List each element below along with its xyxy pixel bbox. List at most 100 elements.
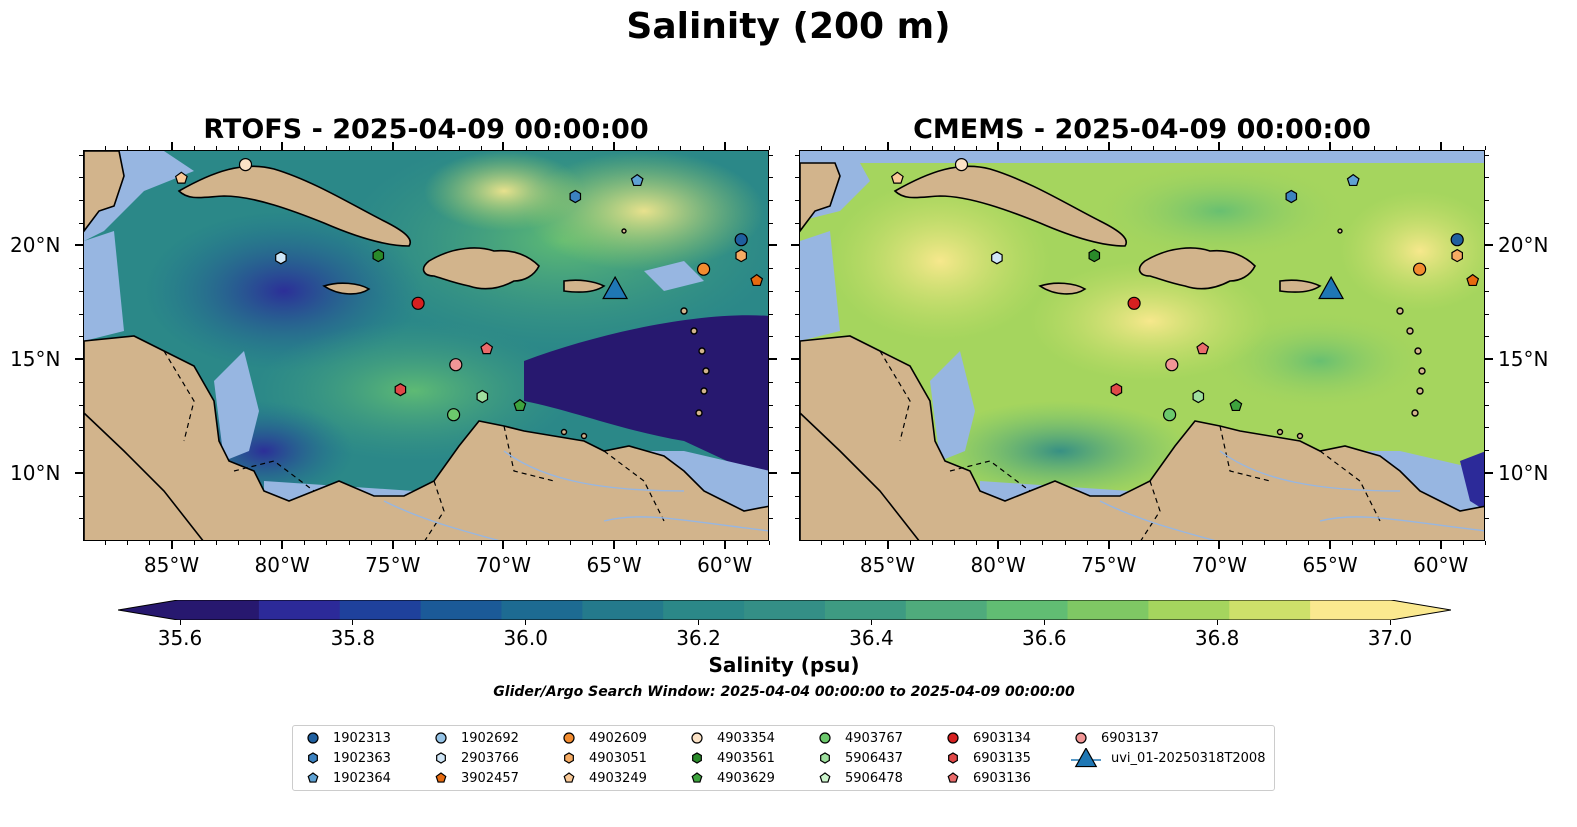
lon-minor-tick [569, 541, 571, 545]
lon-minor-tick [1042, 146, 1044, 150]
lon-minor-tick [1396, 146, 1398, 150]
lon-tick-label-right: 75°W [1081, 553, 1137, 577]
search-window-text: Glider/Argo Search Window: 2025-04-04 00… [493, 684, 1075, 700]
legend-item-uvi_01-20250318T2008: uvi_01-20250318T2008 [1069, 748, 1265, 768]
lat-minor-tick [769, 177, 773, 179]
ocean-field [1090, 161, 1350, 261]
legend-label: 4903561 [717, 750, 775, 766]
lon-tick-mark [281, 541, 284, 549]
lat-minor-tick [79, 313, 83, 315]
legend-item-3902457: 3902457 [429, 768, 519, 788]
lon-minor-tick [680, 146, 682, 150]
lat-minor-tick [769, 222, 773, 224]
lat-minor-tick [795, 427, 799, 429]
legend-marker-icon [435, 772, 447, 783]
colorbar-segment [420, 600, 502, 620]
float-marker-4903561 [372, 248, 385, 263]
lat-minor-tick [1485, 381, 1489, 383]
lon-minor-tick [392, 541, 394, 545]
lat-minor-tick [79, 427, 83, 429]
legend-item-1902364: 1902364 [301, 768, 391, 788]
lon-minor-tick [843, 146, 845, 150]
lon-minor-tick [658, 541, 660, 545]
lon-minor-tick [909, 541, 911, 545]
lat-minor-tick [79, 222, 83, 224]
lat-minor-tick [1485, 245, 1489, 247]
lon-minor-tick [348, 146, 350, 150]
lon-minor-tick [348, 541, 350, 545]
lon-minor-tick [1086, 541, 1088, 545]
legend-item-2903766: 2903766 [429, 748, 519, 768]
lat-minor-tick [79, 404, 83, 406]
low-salinity-region [1460, 451, 1484, 510]
lon-minor-tick [503, 541, 505, 545]
legend-item-1902363: 1902363 [301, 748, 391, 768]
legend: 1902313 1902363 1902364 1902692 2903766 39024… [292, 725, 1275, 791]
colorbar-segment [824, 600, 907, 620]
lat-minor-tick [79, 200, 83, 201]
colorbar-svg [117, 599, 1452, 621]
float-marker-6903135 [394, 383, 407, 397]
colorbar-segment [744, 600, 826, 620]
lon-minor-tick [1485, 146, 1486, 150]
legend-marker-icon [820, 752, 830, 764]
lat-minor-tick [795, 381, 799, 383]
legend-marker-icon [307, 732, 319, 744]
float-marker-1902363 [569, 189, 582, 204]
colorbar-segment [582, 600, 664, 620]
legend-label: 6903136 [973, 770, 1031, 786]
float-marker-1902363 [1285, 189, 1298, 204]
float-marker-2903766 [991, 251, 1003, 265]
lat-minor-tick [1485, 313, 1489, 315]
legend-marker-icon [947, 772, 959, 783]
lon-tick-label-right: 70°W [1191, 553, 1248, 577]
lon-minor-tick [821, 146, 823, 150]
lon-minor-tick [260, 541, 262, 545]
float-markers-right [890, 158, 1480, 422]
lat-minor-tick [79, 381, 83, 383]
float-marker-6903134 [411, 296, 425, 310]
lon-tick-mark [613, 541, 616, 549]
legend-item-6903134: 6903134 [941, 728, 1031, 748]
lon-minor-tick [1020, 541, 1022, 545]
legend-label: 2903766 [461, 750, 519, 766]
lat-minor-tick [795, 200, 799, 201]
lon-minor-tick [370, 146, 372, 150]
colorbar-segment [1148, 600, 1230, 620]
border-lines [163, 350, 665, 540]
legend-marker-icon [691, 772, 703, 783]
lat-tick-mark [769, 244, 777, 247]
lat-minor-tick [795, 450, 799, 452]
colorbar-tick-label: 35.8 [330, 626, 376, 650]
legend-item-4903561: 4903561 [685, 748, 775, 768]
lat-minor-tick [769, 495, 773, 497]
lat-minor-tick [79, 177, 83, 179]
lon-minor-tick [1263, 541, 1265, 545]
colorbar-tick-label: 36.6 [1022, 626, 1067, 650]
lon-tick-label-right: 85°W [859, 553, 916, 577]
lon-minor-tick [1330, 146, 1332, 150]
float-marker-uvi_01-20250318T2008 [1318, 275, 1345, 300]
colorbar-tick-mark [1043, 620, 1045, 625]
float-marker-6903134 [1127, 296, 1141, 310]
lat-minor-tick [79, 290, 83, 292]
legend-marker-icon [1075, 732, 1087, 744]
lesser-antilles [1276, 228, 1426, 440]
lon-minor-tick [1197, 541, 1199, 545]
lon-minor-tick [1064, 541, 1066, 545]
colorbar-tick-label: 35.6 [157, 626, 203, 650]
lon-tick-label-right: 60°W [1413, 553, 1469, 577]
ocean-field [424, 151, 584, 231]
lat-minor-tick [795, 404, 799, 406]
lon-minor-tick [1042, 541, 1044, 545]
legend-label: 4903629 [717, 770, 775, 786]
lon-minor-tick [326, 146, 328, 150]
float-marker-3902457 [750, 273, 764, 287]
legend-item-6903135: 6903135 [941, 748, 1031, 768]
rtofs-map-svg [84, 151, 768, 540]
lat-minor-tick [1485, 154, 1489, 156]
lon-minor-tick [614, 146, 616, 150]
lon-minor-tick [658, 146, 660, 150]
float-marker-6903135 [1110, 383, 1123, 397]
lat-minor-tick [79, 450, 83, 452]
